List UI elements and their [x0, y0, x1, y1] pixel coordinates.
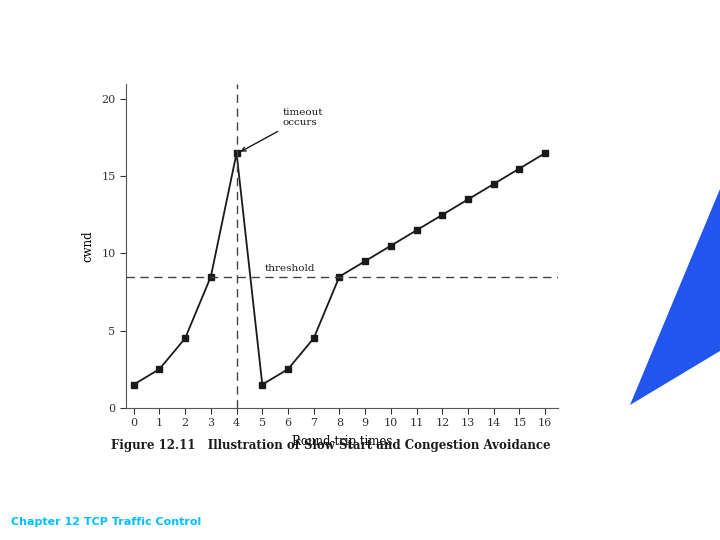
Text: Figure 12.11   Illustration of Slow Start and Congestion Avoidance: Figure 12.11 Illustration of Slow Start …	[112, 439, 551, 452]
Text: threshold: threshold	[265, 265, 315, 273]
Text: timeout
occurs: timeout occurs	[242, 108, 323, 151]
Text: Chapter 12 TCP Traffic Control: Chapter 12 TCP Traffic Control	[12, 517, 202, 527]
X-axis label: Round-trip times: Round-trip times	[292, 435, 392, 448]
Polygon shape	[630, 189, 720, 405]
Text: 41: 41	[666, 495, 684, 509]
Y-axis label: cwnd: cwnd	[81, 230, 94, 261]
